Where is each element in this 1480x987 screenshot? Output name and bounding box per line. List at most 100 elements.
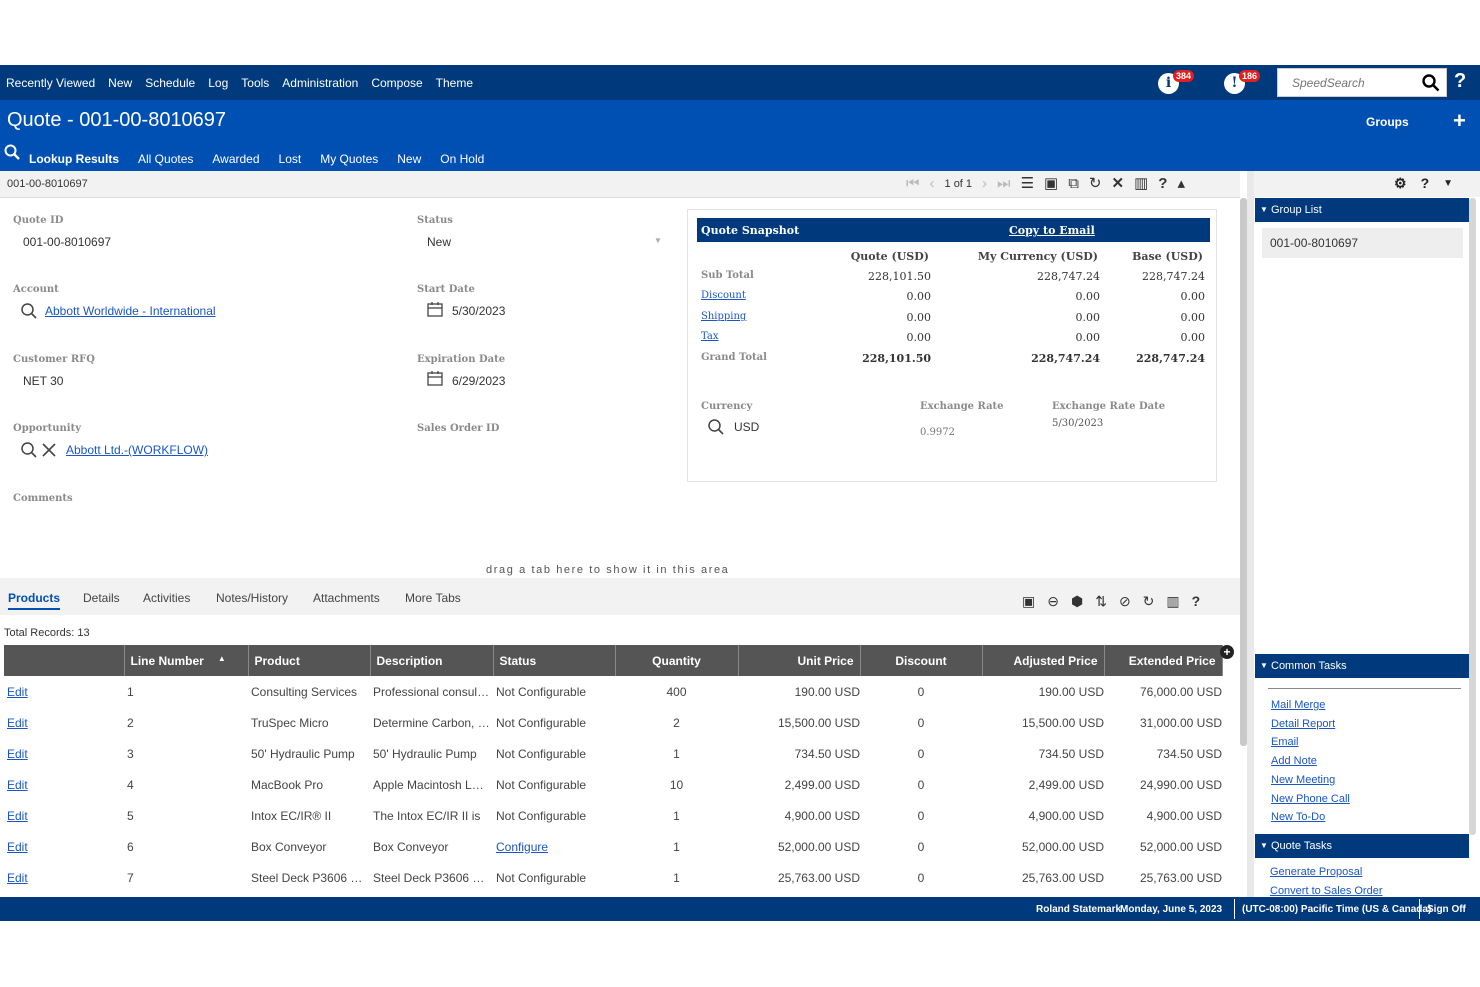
opportunity-link[interactable]: Abbott Ltd.-(WORKFLOW)	[66, 443, 209, 457]
lookup-search-icon[interactable]	[4, 144, 20, 160]
delete-icon[interactable]: ✕	[1111, 175, 1125, 192]
edit-link[interactable]: Edit	[7, 839, 28, 854]
info-notifications[interactable]: i 384	[1158, 70, 1208, 96]
col-quantity[interactable]: Quantity	[615, 645, 739, 676]
add-column-icon[interactable]: +	[1220, 645, 1234, 659]
tab-details[interactable]: Details	[83, 591, 120, 605]
tab-awarded[interactable]: Awarded	[212, 152, 260, 166]
opportunity-search-icon[interactable]	[20, 441, 38, 459]
task-new-to-do[interactable]: New To-Do	[1271, 811, 1326, 824]
col-extended-price[interactable]: Extended Price	[1104, 645, 1223, 676]
task-new-meeting[interactable]: New Meeting	[1271, 773, 1336, 786]
alert-notifications[interactable]: ! 186	[1224, 70, 1274, 96]
save-icon[interactable]: ▣	[1044, 175, 1059, 192]
col-line-number[interactable]: Line Number ▲	[124, 645, 249, 676]
clear-icon[interactable]	[40, 441, 58, 459]
menu-theme[interactable]: Theme	[435, 76, 474, 90]
common-tasks-header[interactable]: ▼ Common Tasks	[1255, 654, 1469, 678]
list-icon[interactable]: ☰	[1020, 175, 1035, 192]
sign-off-button[interactable]: Sign Off	[1427, 904, 1466, 915]
account-link[interactable]: Abbott Worldwide - International	[45, 304, 216, 318]
sort-icon[interactable]: ⇅	[1095, 593, 1107, 609]
configure-link[interactable]: Configure	[496, 839, 549, 854]
groups-label[interactable]: Groups	[1366, 115, 1409, 129]
add-icon[interactable]: +	[1453, 108, 1466, 133]
menu-new[interactable]: New	[108, 76, 133, 90]
task-mail-merge[interactable]: Mail Merge	[1271, 699, 1326, 711]
task-detail-report[interactable]: Detail Report	[1271, 717, 1336, 730]
help-icon[interactable]: ?	[1158, 175, 1168, 192]
col-discount[interactable]: Discount	[860, 645, 983, 676]
columns-icon[interactable]: ▥	[1134, 175, 1149, 192]
help-icon[interactable]: ?	[1454, 70, 1467, 92]
group-list-header[interactable]: ▼ Group List	[1255, 198, 1469, 222]
copy-icon[interactable]: ⧉	[1068, 175, 1079, 192]
tab-products[interactable]: Products	[8, 591, 61, 610]
expiration-date-value[interactable]: 6/29/2023	[452, 374, 506, 388]
menu-tools[interactable]: Tools	[241, 76, 270, 90]
search-icon[interactable]	[1422, 74, 1440, 92]
save-icon[interactable]: ▣	[1022, 593, 1036, 609]
edit-link[interactable]: Edit	[7, 746, 28, 761]
task-new-phone-call[interactable]: New Phone Call	[1271, 792, 1350, 805]
chevron-down-icon[interactable]: ▼	[654, 236, 662, 245]
panel-splitter[interactable]	[1247, 171, 1254, 897]
task-convert-to-sales-order[interactable]: Convert to Sales Order	[1270, 884, 1383, 897]
col-product[interactable]: Product	[248, 645, 371, 676]
refresh-icon[interactable]: ↻	[1142, 593, 1155, 609]
last-record-icon[interactable]: ⏭	[997, 175, 1011, 192]
tab-all-quotes[interactable]: All Quotes	[138, 152, 194, 166]
copy-to-email-link[interactable]: Copy to Email	[1009, 224, 1095, 237]
group-list-item[interactable]: 001-00-8010697	[1262, 228, 1463, 258]
link-icon[interactable]: ⊖	[1047, 593, 1059, 609]
help-icon[interactable]: ?	[1420, 175, 1430, 191]
edit-link[interactable]: Edit	[7, 870, 28, 885]
collapse-icon[interactable]: ▴	[1177, 175, 1185, 192]
shipping-link[interactable]: Shipping	[701, 311, 747, 322]
menu-administration[interactable]: Administration	[282, 76, 359, 90]
edit-link[interactable]: Edit	[7, 808, 28, 823]
tab-activities[interactable]: Activities	[143, 591, 191, 605]
task-email[interactable]: Email	[1271, 736, 1299, 749]
edit-link[interactable]: Edit	[7, 715, 28, 730]
right-panel-scrollbar[interactable]	[1469, 198, 1476, 835]
col-adjusted-price[interactable]: Adjusted Price	[982, 645, 1105, 676]
tax-link[interactable]: Tax	[701, 331, 719, 342]
refresh-icon[interactable]: ↻	[1088, 175, 1102, 192]
tab-lookup-results[interactable]: Lookup Results	[29, 152, 120, 166]
menu-compose[interactable]: Compose	[371, 76, 423, 90]
start-date-value[interactable]: 5/30/2023	[452, 304, 506, 318]
col-unit-price[interactable]: Unit Price	[738, 645, 861, 676]
edit-link[interactable]: Edit	[7, 777, 28, 792]
chevron-down-icon[interactable]: ▼	[1443, 178, 1454, 189]
menu-log[interactable]: Log	[208, 76, 229, 90]
tab-attachments[interactable]: Attachments	[313, 591, 380, 605]
task-add-note[interactable]: Add Note	[1271, 755, 1317, 768]
next-record-icon[interactable]: ›	[982, 175, 988, 192]
help-icon[interactable]: ?	[1191, 593, 1201, 609]
previous-record-icon[interactable]: ‹	[929, 175, 935, 192]
columns-icon[interactable]: ▥	[1166, 593, 1180, 609]
calendar-icon[interactable]	[426, 370, 444, 388]
currency-search-icon[interactable]	[707, 418, 725, 436]
status-select[interactable]: New	[427, 235, 452, 249]
tab-lost[interactable]: Lost	[278, 152, 302, 166]
package-icon[interactable]: ⬢	[1070, 593, 1084, 609]
first-record-icon[interactable]: ⏮	[906, 175, 920, 192]
edit-link[interactable]: Edit	[7, 684, 28, 699]
tab-notes-history[interactable]: Notes/History	[216, 591, 289, 605]
account-search-icon[interactable]	[20, 302, 38, 320]
task-generate-proposal[interactable]: Generate Proposal	[1270, 866, 1363, 878]
menu-recently-viewed[interactable]: Recently Viewed	[6, 76, 96, 90]
menu-schedule[interactable]: Schedule	[145, 76, 196, 90]
calendar-icon[interactable]	[426, 301, 444, 319]
tab-on-hold[interactable]: On Hold	[440, 152, 485, 166]
main-scrollbar[interactable]	[1240, 198, 1247, 746]
col-status[interactable]: Status	[493, 645, 616, 676]
speed-search-input[interactable]	[1292, 69, 1422, 96]
unlink-icon[interactable]: ⊘	[1118, 593, 1131, 609]
tab-my-quotes[interactable]: My Quotes	[320, 152, 379, 166]
quote-tasks-header[interactable]: ▼ Quote Tasks	[1255, 834, 1469, 858]
gear-icon[interactable]: ⚙	[1394, 175, 1407, 191]
tab-more-tabs[interactable]: More Tabs	[405, 591, 461, 605]
